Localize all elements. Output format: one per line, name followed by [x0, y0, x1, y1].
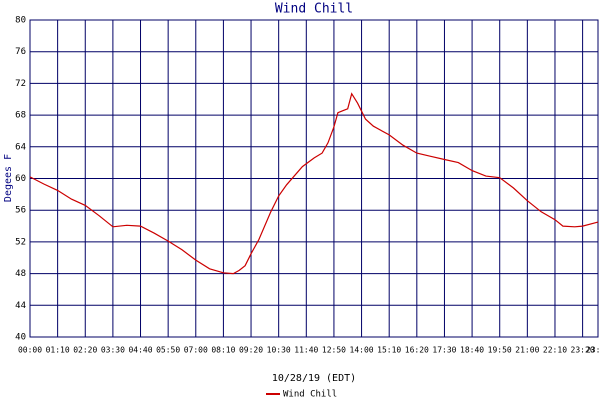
x-tick-label: 10:30	[267, 346, 291, 355]
y-tick-label: 60	[15, 174, 26, 184]
y-tick-label: 76	[15, 47, 26, 57]
x-tick-label: 04:40	[128, 346, 152, 355]
x-tick-label: 19:50	[488, 346, 512, 355]
legend-label: Wind Chill	[283, 390, 337, 400]
y-tick-label: 48	[15, 269, 26, 279]
x-tick-label: 22:10	[543, 346, 567, 355]
x-tick-label: 17:30	[432, 346, 456, 355]
chart-title: Wind Chill	[275, 2, 353, 17]
x-tick-label: 23:20	[571, 346, 595, 355]
x-tick-label: 01:10	[46, 346, 70, 355]
x-axis-label: 10/28/19 (EDT)	[272, 373, 356, 384]
plot-border	[29, 19, 599, 338]
y-tick-label: 80	[15, 16, 26, 26]
y-tick-label: 64	[15, 142, 26, 152]
y-tick-label: 44	[15, 301, 26, 311]
x-tick-label: 15:10	[377, 346, 401, 355]
x-tick-label: 07:00	[184, 346, 208, 355]
y-tick-label: 68	[15, 111, 26, 121]
x-tick-label: 21:00	[515, 346, 539, 355]
y-tick-label: 72	[15, 79, 26, 89]
y-tick-label: 40	[15, 333, 26, 343]
y-tick-label: 56	[15, 206, 26, 216]
x-tick-label: 02:20	[73, 346, 97, 355]
x-tick-label: 08:10	[211, 346, 235, 355]
x-tick-label: 12:50	[322, 346, 346, 355]
x-tick-label: 03:30	[101, 346, 125, 355]
x-tick-label: 16:20	[405, 346, 429, 355]
y-tick-label: 52	[15, 237, 26, 247]
data-line	[29, 92, 599, 275]
x-tick-label: 00:00	[18, 346, 42, 355]
x-tick-label: 23:59	[586, 346, 600, 355]
x-tick-label: 18:40	[460, 346, 484, 355]
x-tick-label: 11:40	[294, 346, 318, 355]
x-tick-label: 09:20	[239, 346, 263, 355]
x-tick-label: 05:50	[156, 346, 180, 355]
x-tick-label: 14:00	[350, 346, 374, 355]
y-axis-label: Degees F	[3, 154, 14, 202]
